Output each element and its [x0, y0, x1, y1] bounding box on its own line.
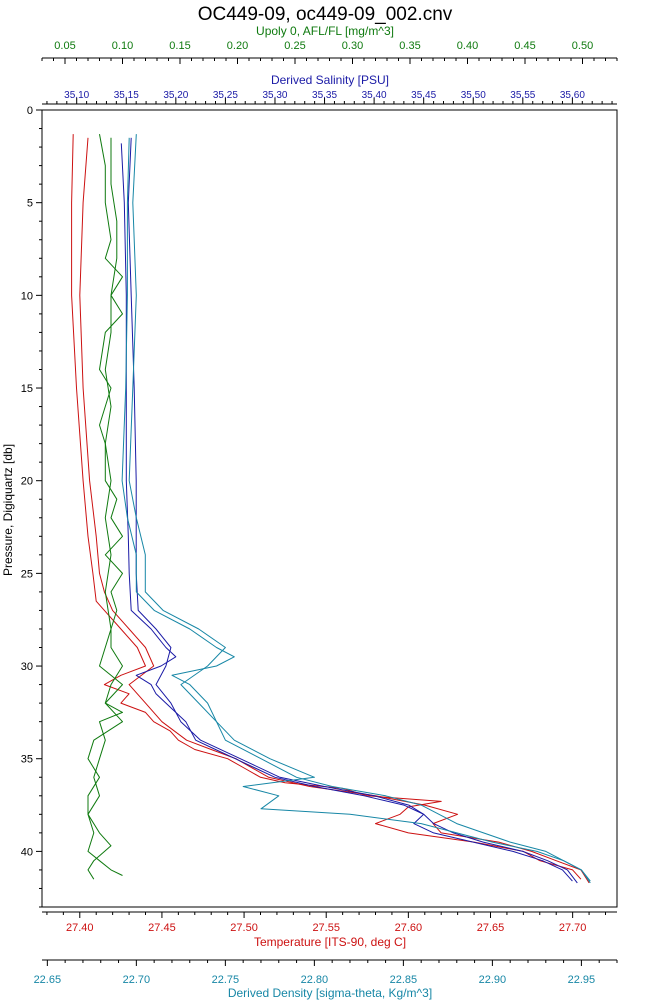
- salinity-tick-label: 35.30: [262, 90, 287, 101]
- fluor-trace-6: [87, 134, 123, 876]
- fluor-tick-label: 0.50: [572, 40, 593, 52]
- salinity-tick-label: 35.50: [461, 90, 486, 101]
- salinity-trace-2: [120, 143, 573, 882]
- pressure-axis-label: Pressure, Digiquartz [db]: [1, 444, 15, 576]
- pressure-tick-label: 30: [21, 661, 33, 673]
- temperature-tick-label: 27.45: [148, 922, 176, 934]
- salinity-tick-label: 35.10: [64, 90, 89, 101]
- temperature-trace-1: [79, 137, 590, 884]
- fluor-tick-label: 0.25: [284, 40, 305, 52]
- salinity-tick-label: 35.55: [510, 90, 535, 101]
- temperature-tick-label: 27.50: [230, 922, 258, 934]
- temperature-tick-label: 27.60: [395, 922, 423, 934]
- density-tick-label: 22.80: [301, 974, 329, 986]
- pressure-tick-label: 35: [21, 754, 33, 766]
- density-tick-label: 22.95: [568, 974, 596, 986]
- salinity-tick-label: 35.15: [114, 90, 139, 101]
- plot-frame: [41, 109, 618, 908]
- density-trace-4: [121, 137, 591, 884]
- salinity-axis: 35.10 35.15 35.20 35.25 35.30 35.35 35.40 35.45…: [42, 90, 617, 105]
- pressure-tick-label: 40: [21, 846, 33, 858]
- density-tick-label: 22.70: [123, 974, 151, 986]
- salinity-tick-label: 35.35: [312, 90, 337, 101]
- fluor-tick-label: 0.30: [342, 40, 363, 52]
- density-trace-5: [128, 134, 591, 882]
- density-axis: 22.65 22.70 22.75 22.80 22.85 22.90 22.95: [34, 959, 618, 986]
- salinity-tick-label: 35.40: [362, 90, 387, 101]
- fluor-axis: 0.05 0.10 0.15 0.20 0.25 0.30 0.35 0.40 0.45 0.50: [41, 40, 618, 64]
- pressure-tick-label: 0: [27, 105, 33, 117]
- salinity-tick-label: 35.60: [560, 90, 585, 101]
- temperature-tick-label: 27.40: [66, 922, 94, 934]
- fluor-tick-label: 0.10: [112, 40, 133, 52]
- fluor-tick-label: 0.45: [514, 40, 535, 52]
- fluor-tick-label: 0.40: [457, 40, 478, 52]
- salinity-tick-label: 35.45: [411, 90, 436, 101]
- salinity-tick-label: 35.25: [213, 90, 238, 101]
- salinity-axis-label: Derived Salinity [PSU]: [271, 73, 389, 87]
- chart-title: OC449-09, oc449-09_002.cnv: [198, 4, 453, 25]
- temperature-tick-label: 27.65: [477, 922, 505, 934]
- fluor-tick-label: 0.35: [399, 40, 420, 52]
- fluor-tick-label: 0.20: [227, 40, 248, 52]
- temperature-axis-label: Temperature [ITS-90, deg C]: [254, 935, 406, 949]
- data-traces: [71, 134, 591, 884]
- density-tick-label: 22.85: [390, 974, 418, 986]
- density-tick-label: 22.75: [212, 974, 240, 986]
- density-axis-label: Derived Density [sigma-theta, Kg/m^3]: [228, 986, 432, 1000]
- temperature-trace-0: [71, 134, 582, 880]
- pressure-tick-label: 5: [27, 198, 33, 210]
- density-tick-label: 22.65: [34, 974, 62, 986]
- pressure-axis: 0 5 10 15 20 25 30 35 40: [21, 105, 42, 908]
- salinity-tick-label: 35.20: [163, 90, 188, 101]
- fluor-tick-label: 0.05: [54, 40, 75, 52]
- pressure-tick-label: 10: [21, 290, 33, 302]
- fluor-axis-label: Upoly 0, AFL/FL [mg/m^3]: [256, 24, 394, 38]
- pressure-tick-label: 20: [21, 476, 33, 488]
- temperature-axis: 27.40 27.45 27.50 27.55 27.60 27.65 27.70: [42, 911, 617, 934]
- pressure-tick-label: 25: [21, 568, 33, 580]
- temperature-tick-label: 27.70: [559, 922, 587, 934]
- pressure-tick-label: 15: [21, 383, 33, 395]
- salinity-trace-3: [127, 137, 578, 884]
- fluor-trace-7: [87, 137, 123, 880]
- fluor-tick-label: 0.15: [169, 40, 190, 52]
- density-tick-label: 22.90: [479, 974, 507, 986]
- temperature-tick-label: 27.55: [312, 922, 340, 934]
